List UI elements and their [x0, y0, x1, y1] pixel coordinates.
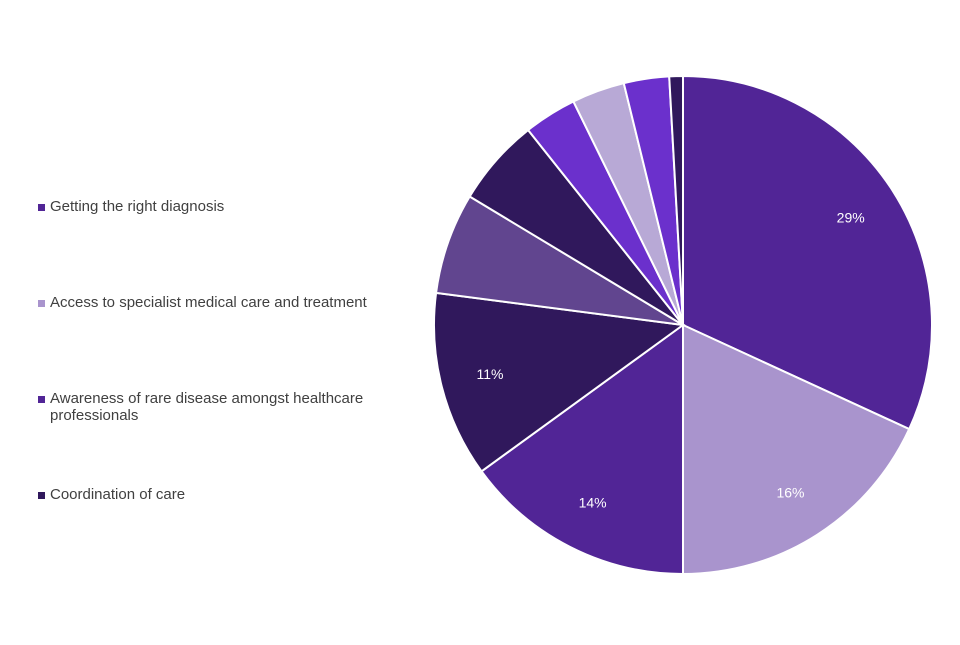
legend-label: Getting the right diagnosis: [50, 198, 225, 215]
pie-slice: [480, 323, 684, 576]
legend-label: Coordination of care: [50, 486, 186, 503]
pie-slice: [433, 291, 686, 473]
legend-swatch: [38, 300, 45, 307]
pie-data-label: 29%: [837, 210, 865, 226]
legend-swatch: [38, 492, 45, 499]
legend-item: Access to specialist medical care and tr…: [38, 294, 398, 311]
pie-slice: [668, 74, 684, 326]
pie-data-label: 14%: [579, 495, 607, 511]
legend-label: Awareness of rare disease amongst health…: [50, 390, 364, 424]
legend-item: Getting the right diagnosis: [38, 198, 398, 215]
pie-data-labels: 29% 16% 14% 11%: [477, 210, 865, 511]
pie-data-label: 11%: [477, 366, 504, 382]
pie-data-label: 16%: [776, 485, 804, 501]
pie-slice: [682, 74, 933, 431]
legend-label: Access to specialist medical care and tr…: [50, 294, 367, 311]
legend-swatch: [38, 396, 45, 403]
legend-item: Awareness of rare disease amongst health…: [38, 390, 383, 424]
pie-slices: [433, 74, 933, 576]
pie-slice: [682, 323, 911, 576]
legend-item: Coordination of care: [38, 486, 398, 503]
legend-swatch: [38, 204, 45, 211]
